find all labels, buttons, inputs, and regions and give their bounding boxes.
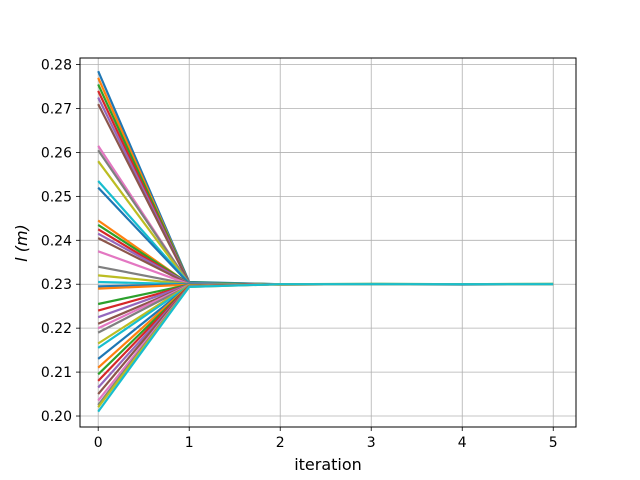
y-tick-label: 0.22 — [41, 321, 72, 337]
x-tick-label: 3 — [367, 435, 376, 451]
axis-ticks: 0 1 2 3 4 5 0.20 0.21 0.22 0.23 0.24 0.25 0.26 0.27 0.… — [41, 58, 558, 451]
y-axis-label: l (m) — [12, 224, 31, 262]
y-tick-label: 0.20 — [41, 409, 72, 425]
y-tick-label: 0.28 — [41, 58, 72, 74]
x-tick-label: 0 — [94, 435, 103, 451]
y-tick-label: 0.26 — [41, 145, 72, 161]
plot-frame — [79, 57, 577, 428]
series-lines — [97, 70, 554, 413]
y-tick-label: 0.25 — [41, 189, 72, 205]
x-tick-label: 5 — [549, 435, 558, 451]
x-tick-label: 1 — [185, 435, 194, 451]
x-tick-label: 2 — [276, 435, 285, 451]
x-axis-label: iteration — [294, 455, 362, 474]
y-tick-label: 0.23 — [41, 277, 72, 293]
x-tick-label: 4 — [458, 435, 467, 451]
y-tick-label: 0.27 — [41, 102, 72, 118]
y-tick-label: 0.24 — [41, 233, 72, 249]
series-line-40 — [97, 283, 554, 413]
y-tick-label: 0.21 — [41, 365, 72, 381]
